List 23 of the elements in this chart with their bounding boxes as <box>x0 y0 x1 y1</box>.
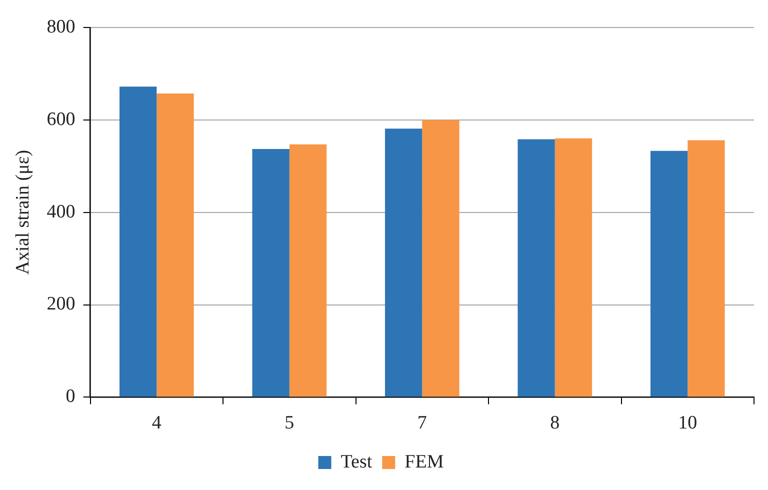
bar <box>554 138 592 397</box>
y-tick-label: 0 <box>66 386 76 408</box>
x-tick-label: 5 <box>284 412 294 434</box>
y-tick-label: 200 <box>46 294 76 315</box>
y-tick-label: 400 <box>46 201 76 222</box>
y-tick-label: 800 <box>46 16 76 38</box>
x-tick-label: 10 <box>678 412 698 434</box>
y-tick-label: 600 <box>46 108 76 130</box>
x-tick-label: 4 <box>152 412 162 434</box>
legend-label: FEM <box>404 451 444 472</box>
bar <box>289 144 327 397</box>
bar <box>156 94 194 397</box>
bar <box>384 128 422 397</box>
bar <box>422 120 460 397</box>
legend-label: Test <box>340 451 373 472</box>
bar <box>120 86 157 397</box>
y-axis-title: Axial strain (με) <box>12 150 34 275</box>
x-tick-label: 8 <box>550 412 560 434</box>
bar <box>252 148 290 397</box>
bar <box>688 140 725 397</box>
bar <box>650 150 688 397</box>
bar <box>518 139 555 397</box>
x-tick-label: 7 <box>417 412 427 434</box>
